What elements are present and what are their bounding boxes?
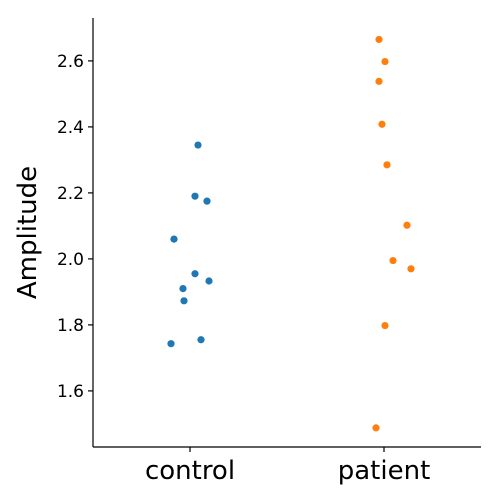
- data-point-control: [179, 285, 187, 293]
- data-point-patient: [375, 77, 383, 85]
- data-point-control: [167, 340, 175, 348]
- x-tick-label-patient: patient: [338, 456, 431, 486]
- x-tick-label-control: control: [145, 456, 235, 486]
- data-point-control: [203, 197, 211, 205]
- data-point-control: [191, 192, 199, 200]
- data-points: [167, 35, 415, 432]
- y-tick-label: 1.8: [57, 316, 84, 336]
- data-point-control: [197, 336, 205, 344]
- y-axis-label: Amplitude: [13, 166, 43, 299]
- y-tick-label: 1.6: [57, 382, 84, 402]
- data-point-control: [194, 141, 202, 149]
- y-tick-label: 2.6: [57, 52, 84, 72]
- data-point-patient: [383, 161, 391, 169]
- data-point-patient: [375, 35, 383, 44]
- data-point-patient: [381, 321, 389, 330]
- data-point-control: [170, 235, 178, 243]
- data-point-control: [191, 270, 199, 278]
- data-point-patient: [403, 221, 411, 229]
- data-point-control: [205, 277, 213, 285]
- y-axis-ticks: 1.6 1.8 2.0 2.2 2.4 2.6: [57, 52, 93, 402]
- y-tick-label: 2.4: [57, 118, 84, 138]
- x-axis-ticks: control patient: [145, 447, 430, 486]
- data-point-patient: [378, 120, 386, 128]
- y-tick-label: 2.0: [57, 250, 84, 270]
- data-point-patient: [372, 424, 380, 432]
- data-point-patient: [381, 57, 389, 66]
- data-point-patient: [389, 256, 397, 265]
- data-point-patient: [407, 265, 415, 273]
- data-point-control: [180, 297, 188, 305]
- y-tick-label: 2.2: [57, 184, 84, 204]
